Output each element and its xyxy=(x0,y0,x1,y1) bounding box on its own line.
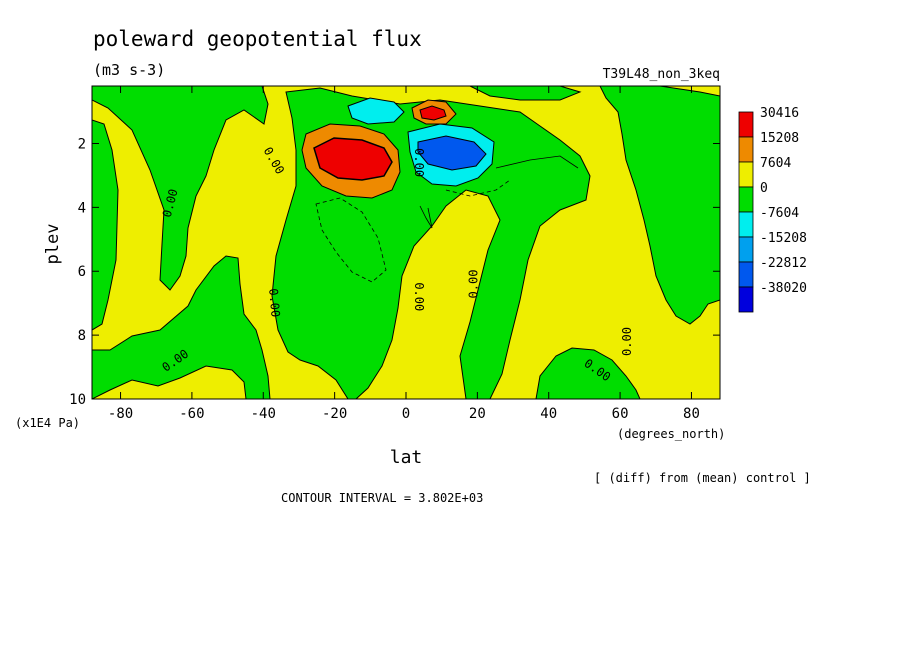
y-tick-label: 2 xyxy=(78,136,86,152)
legend-swatch xyxy=(738,161,754,188)
legend-swatch xyxy=(738,236,754,263)
contour-interval-label: CONTOUR INTERVAL = 3.802E+03 xyxy=(281,491,483,505)
x-tick-label: 40 xyxy=(540,406,557,422)
y-axis-units: (x1E4 Pa) xyxy=(15,416,80,430)
x-tick-label: -80 xyxy=(108,406,133,422)
band-green-lower-right xyxy=(535,347,641,399)
legend-level-label: 30416 xyxy=(760,106,799,121)
x-tick-label: 60 xyxy=(612,406,629,422)
y-tick-label: 10 xyxy=(69,392,86,408)
legend-level-label: -22812 xyxy=(760,256,807,271)
legend-swatch xyxy=(738,286,754,313)
legend-swatch xyxy=(738,211,754,238)
contour-label: 0.00 xyxy=(412,148,426,177)
contour-label: 0.00 xyxy=(412,282,426,311)
legend-level-label: -15208 xyxy=(760,231,807,246)
contour-label: 0.00 xyxy=(266,288,282,318)
x-tick-label: -60 xyxy=(179,406,204,422)
chart-units: (m3 s-3) xyxy=(93,61,165,79)
contour-label: 0.00 xyxy=(620,327,634,356)
y-tick-label: 6 xyxy=(78,264,86,280)
band-green-left-strip xyxy=(92,119,119,331)
x-axis-units: (degrees_north) xyxy=(617,427,725,441)
diff-note: [ (diff) from (mean) control ] xyxy=(594,471,811,485)
y-tick-label: 8 xyxy=(78,328,86,344)
band-green-top-right xyxy=(469,86,582,101)
band-red-upper-core xyxy=(419,105,447,121)
x-tick-label: 20 xyxy=(469,406,486,422)
color-legend: 30416 15208 7604 0 -7604 -15208 -22812 -38020 xyxy=(738,106,807,313)
legend-swatch xyxy=(738,111,754,138)
legend-swatch xyxy=(738,261,754,288)
band-cyan-upper-lobe xyxy=(347,97,405,125)
band-green-left-upper xyxy=(92,86,269,291)
band-green-lower-left xyxy=(92,255,271,399)
chart-title: poleward geopotential flux xyxy=(93,27,422,51)
contour-thin-north2 xyxy=(419,205,433,229)
legend-level-label: 0 xyxy=(760,181,768,196)
experiment-label: T39L48_non_3keq xyxy=(603,67,720,82)
y-axis-label: plev xyxy=(43,224,63,265)
contour-label: 0.00 xyxy=(466,270,480,299)
legend-level-label: 7604 xyxy=(760,156,791,171)
y-axis: 2 4 6 8 10 xyxy=(69,136,720,408)
x-tick-label: -20 xyxy=(322,406,347,422)
legend-level-label: 15208 xyxy=(760,131,799,146)
legend-swatch xyxy=(738,186,754,213)
contour-dashed-south xyxy=(315,197,387,283)
band-green-right xyxy=(599,86,720,325)
x-tick-label: 0 xyxy=(402,406,410,422)
x-axis-label: lat xyxy=(390,447,423,468)
plot-area xyxy=(92,86,720,399)
legend-level-label: -38020 xyxy=(760,281,807,296)
contour-dashed-upper xyxy=(445,179,511,197)
legend-level-label: -7604 xyxy=(760,206,799,221)
legend-swatch xyxy=(738,136,754,163)
x-axis: -80 -60 -40 -20 0 20 40 60 80 xyxy=(108,86,700,422)
band-blue-north-core xyxy=(417,135,487,171)
y-tick-label: 4 xyxy=(78,200,86,216)
contour-thin-north xyxy=(495,155,579,169)
band-red-south-core xyxy=(313,137,393,181)
x-tick-label: 80 xyxy=(683,406,700,422)
x-tick-label: -40 xyxy=(251,406,276,422)
